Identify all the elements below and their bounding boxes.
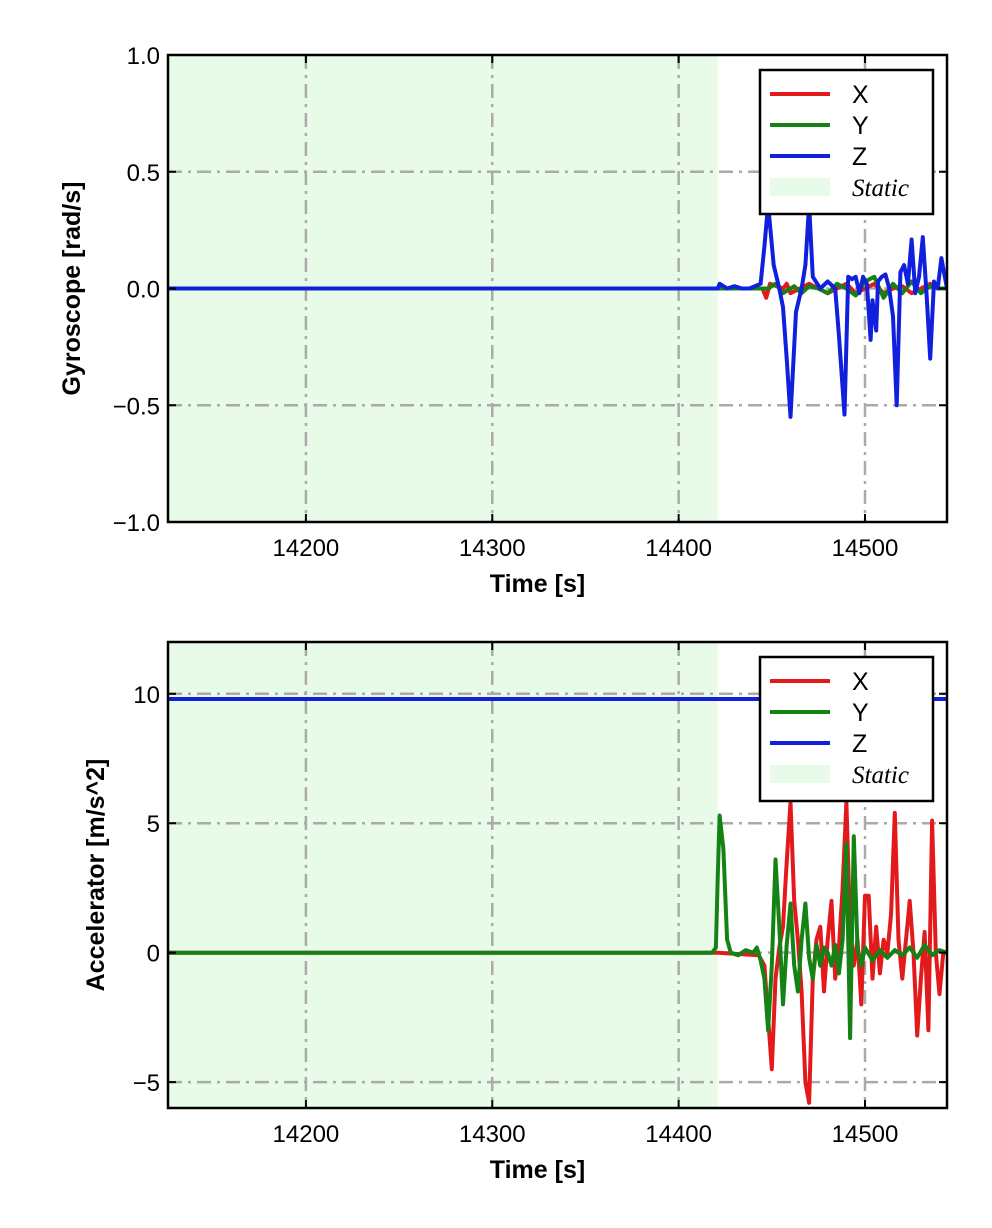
y-tick-label: 0 bbox=[147, 941, 160, 968]
x-axis-label: Time [s] bbox=[490, 570, 585, 598]
x-tick-label: 14300 bbox=[459, 535, 526, 562]
y-tick-label: 0.5 bbox=[127, 160, 160, 187]
legend-label-z: Z bbox=[852, 143, 867, 171]
series-line-z bbox=[168, 202, 947, 419]
x-axis-label: Time [s] bbox=[490, 1156, 585, 1184]
legend-label-y: Y bbox=[852, 699, 869, 727]
x-tick-label: 14200 bbox=[273, 535, 340, 562]
x-tick-label: 14400 bbox=[645, 535, 712, 562]
chart-panel-2: 14200 14300 14400 14500 −5 0 5 10 Time [s] Accele… bbox=[82, 640, 949, 1184]
legend-swatch-static bbox=[770, 178, 830, 196]
x-tick-label: 14200 bbox=[273, 1121, 340, 1148]
legend-label-x: X bbox=[852, 81, 869, 109]
y-tick-label: −1.0 bbox=[113, 510, 160, 537]
legend-swatch-static bbox=[770, 765, 830, 783]
plot-frame bbox=[166, 640, 949, 1110]
legend-label-y: Y bbox=[852, 112, 869, 140]
series-line-x bbox=[168, 800, 947, 1105]
y-tick-label: −5 bbox=[133, 1070, 160, 1097]
y-tick-label: 10 bbox=[133, 682, 160, 709]
static-region bbox=[168, 642, 718, 1108]
y-tick-label: −0.5 bbox=[113, 393, 160, 420]
y-axis-label: Gyroscope [rad/s] bbox=[58, 182, 86, 396]
y-tick-label: 1.0 bbox=[127, 43, 160, 70]
y-axis-label: Accelerator [m/s^2] bbox=[82, 759, 110, 992]
y-tick-label: 5 bbox=[147, 811, 160, 838]
legend-label-z: Z bbox=[852, 730, 867, 758]
legend: XYZ Static bbox=[758, 655, 935, 803]
chart-panel-1: 14200 14300 14400 14500 −1.0 −0.5 0.0 0.5 1.0 Tim… bbox=[58, 43, 949, 598]
legend-label-x: X bbox=[852, 668, 869, 696]
y-tick-label: 0.0 bbox=[127, 277, 160, 304]
x-tick-label: 14400 bbox=[645, 1121, 712, 1148]
series-line-y bbox=[168, 813, 947, 1041]
legend-label-static: Static bbox=[852, 762, 909, 789]
x-tick-label: 14500 bbox=[832, 1121, 899, 1148]
legend: XYZ Static bbox=[758, 68, 935, 216]
legend-label-static: Static bbox=[852, 175, 909, 202]
x-tick-label: 14300 bbox=[459, 1121, 526, 1148]
x-tick-label: 14500 bbox=[832, 535, 899, 562]
